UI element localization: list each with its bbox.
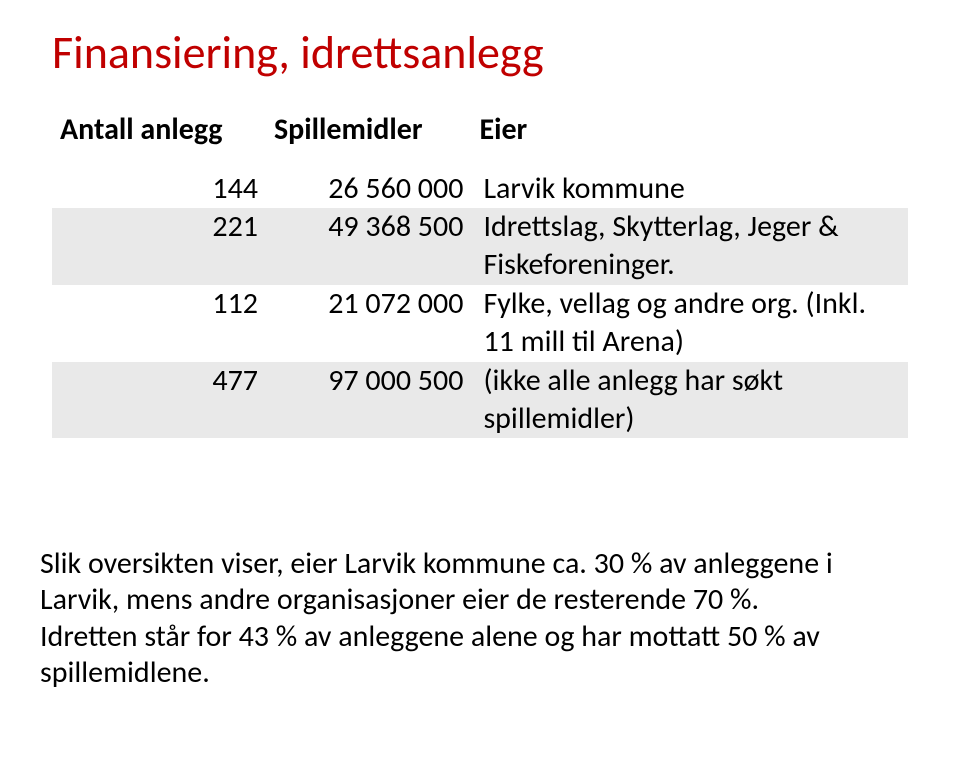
cell-antall: 112 [52, 285, 266, 362]
page-title: Finansiering, idrettsanlegg [52, 28, 908, 79]
table-row: 477 97 000 500 (ikke alle anlegg har søk… [52, 362, 908, 439]
table-row: 112 21 072 000 Fylke, vellag og andre or… [52, 285, 908, 362]
table-row: 144 26 560 000 Larvik kommune [52, 170, 908, 208]
cell-eier: Fylke, vellag og andre org. (Inkl. 11 mi… [471, 285, 908, 362]
cell-antall: 144 [52, 170, 266, 208]
cell-eier: Larvik kommune [471, 170, 908, 208]
cell-antall: 477 [52, 362, 266, 439]
financing-table: Antall anlegg Spillemidler Eier 144 26 5… [52, 107, 908, 439]
col-header-antall: Antall anlegg [52, 107, 266, 170]
caption-text: Slik oversikten viser, eier Larvik kommu… [40, 546, 900, 692]
table-row: 221 49 368 500 Idrettslag, Skytterlag, J… [52, 208, 908, 285]
cell-eier: Idrettslag, Skytterlag, Jeger & Fiskefor… [471, 208, 908, 285]
cell-spillemidler: 97 000 500 [266, 362, 471, 439]
slide: Finansiering, idrettsanlegg Antall anleg… [0, 0, 960, 762]
col-header-spillemidler: Spillemidler [266, 107, 471, 170]
table-header-row: Antall anlegg Spillemidler Eier [52, 107, 908, 170]
cell-spillemidler: 49 368 500 [266, 208, 471, 285]
cell-antall: 221 [52, 208, 266, 285]
cell-spillemidler: 21 072 000 [266, 285, 471, 362]
cell-spillemidler: 26 560 000 [266, 170, 471, 208]
col-header-eier: Eier [471, 107, 908, 170]
cell-eier: (ikke alle anlegg har søkt spillemidler) [471, 362, 908, 439]
